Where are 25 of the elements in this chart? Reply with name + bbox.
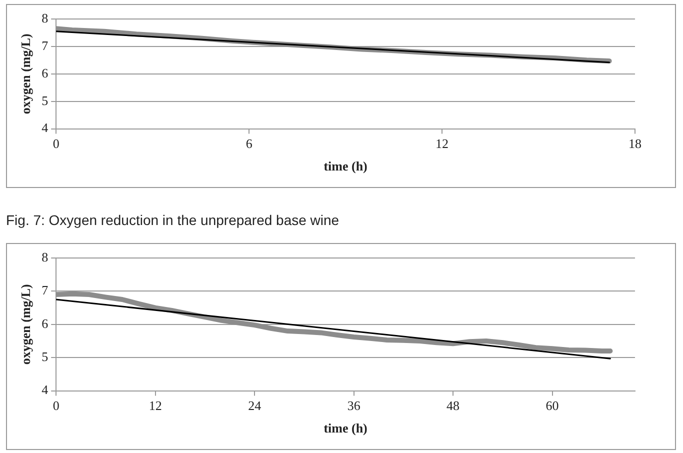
x-tick-label: 0	[52, 136, 60, 152]
y-tick-label: 5	[42, 92, 48, 108]
x-tick-label: 18	[628, 136, 642, 152]
y-tick-label: 8	[42, 10, 48, 26]
x-axis-title: time (h)	[324, 158, 368, 174]
x-tick-label: 12	[436, 136, 449, 152]
x-tick-label: 12	[148, 398, 162, 414]
x-axis-title: time (h)	[324, 420, 368, 436]
x-tick-label: 48	[446, 398, 460, 414]
y-tick-label: 7	[42, 282, 49, 298]
y-tick-label: 6	[42, 65, 49, 80]
caption: Fig. 7: Oxygen reduction in the unprepared base wine	[6, 212, 340, 228]
x-tick-label: 36	[347, 398, 361, 414]
y-tick-label: 7	[42, 38, 49, 53]
y-tick-label: 8	[42, 249, 48, 264]
y-axis-title: oxygen (mg/L)	[18, 34, 34, 114]
y-tick-label: 6	[42, 316, 49, 331]
x-tick-label: 0	[52, 398, 60, 414]
y-tick-label: 4	[42, 120, 49, 136]
x-tick-label: 24	[248, 398, 262, 414]
y-tick-label: 4	[42, 382, 49, 398]
y-tick-label: 5	[42, 349, 48, 364]
y-axis-title: oxygen (mg/L)	[18, 284, 34, 365]
x-tick-label: 60	[546, 398, 559, 414]
x-tick-label: 6	[246, 136, 253, 152]
